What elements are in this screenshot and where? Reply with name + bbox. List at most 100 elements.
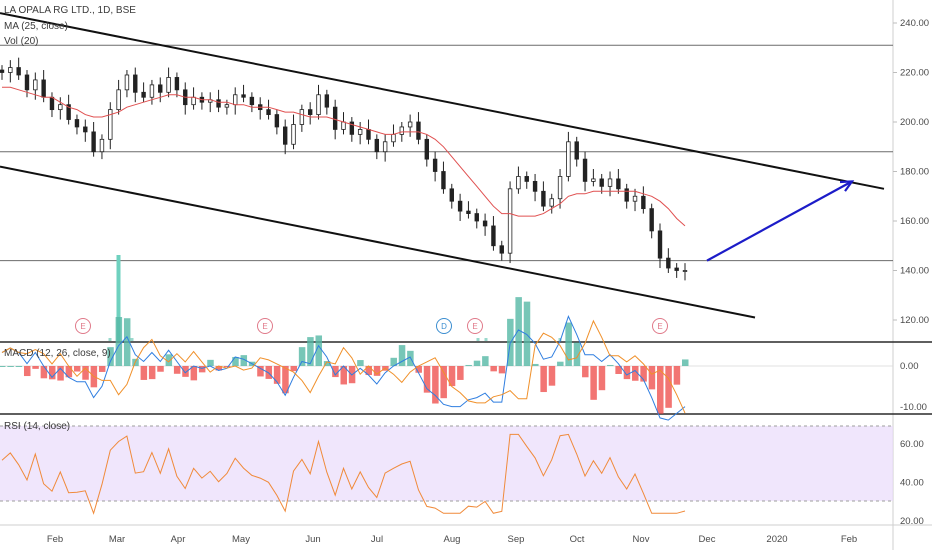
macd-hist-bar (0, 366, 6, 367)
macd-hist-bar (448, 366, 456, 387)
trendline-channel-lower[interactable] (0, 165, 756, 319)
macd-hist-bar (65, 366, 73, 378)
volume-bar (484, 338, 488, 341)
event-marker-label: E (472, 322, 477, 331)
macd-hist-bar (548, 366, 556, 386)
time-tick-label: Mar (109, 534, 125, 545)
candle-body (8, 67, 13, 73)
candle-body (657, 230, 663, 259)
candle-body (299, 109, 305, 125)
trendline-channel-upper[interactable] (0, 12, 885, 190)
candle-body (541, 190, 546, 207)
candle-body (83, 126, 88, 133)
candle-body (374, 138, 380, 153)
macd-hist-bar (7, 366, 14, 367)
price-tick-label: 180.00 (900, 167, 929, 178)
candle-body (149, 84, 155, 98)
candle-body (166, 77, 171, 93)
time-tick-label: Apr (171, 534, 186, 545)
candle-body (474, 213, 479, 222)
macd-hist-bar (32, 366, 39, 369)
macd-hist-bar (615, 366, 622, 374)
macd-hist-bar (640, 366, 647, 382)
macd-hist-bar (432, 366, 439, 404)
candle-body (574, 141, 579, 160)
candle-body (66, 104, 71, 120)
time-tick-label: Feb (47, 534, 63, 545)
macd-hist-bar (165, 354, 173, 366)
macd-hist-bar (473, 360, 481, 366)
time-tick-label: Feb (841, 534, 857, 545)
candle-body (224, 104, 230, 108)
candle-body (499, 245, 504, 254)
price-axis: 240.00 220.00 200.00 180.00 160.00 140.00 120.… (893, 18, 929, 326)
candle-body (507, 188, 513, 254)
candle-body (382, 141, 388, 153)
time-tick-label: Jul (371, 534, 383, 545)
macd-hist-bar (623, 366, 631, 380)
candle-body (591, 178, 596, 182)
candle-body (49, 96, 55, 111)
candle-body (116, 89, 121, 111)
macd-hist-bar (332, 366, 339, 378)
event-marker-label: E (262, 322, 267, 331)
candle-body (416, 121, 421, 140)
candle-body (332, 106, 338, 130)
macd-hist-bar (232, 356, 239, 366)
ma-legend[interactable]: MA (25, close) (4, 21, 68, 32)
event-marker[interactable] (652, 318, 668, 334)
candle-body (99, 138, 105, 153)
vol-legend[interactable]: Vol (20) (4, 36, 39, 47)
time-tick-label: Dec (699, 534, 716, 545)
candle-body (532, 180, 538, 192)
event-marker[interactable] (257, 318, 273, 334)
time-tick-label: May (232, 534, 250, 545)
volume-bar (116, 255, 121, 341)
macd-hist-bar (240, 355, 248, 366)
macd-hist-bar (673, 366, 681, 385)
candle-body (407, 121, 413, 128)
event-marker[interactable] (75, 318, 91, 334)
time-tick-label: Oct (570, 534, 585, 545)
candle-body (682, 270, 688, 272)
candle-body (449, 188, 454, 202)
candle-body (599, 178, 604, 187)
macd-hist-bar (57, 366, 64, 381)
arrow-shaft[interactable] (706, 180, 853, 262)
rsi-band (0, 426, 893, 501)
time-tick-label: Aug (444, 534, 461, 545)
macd-hist-bar (515, 297, 522, 366)
macd-hist-bar (648, 366, 656, 390)
macd-hist-bar (532, 363, 539, 366)
event-marker[interactable] (436, 318, 452, 334)
candle-body (158, 84, 163, 93)
macd-hist-bar (523, 301, 531, 366)
price-tick-label: 120.00 (900, 315, 929, 326)
rsi-legend[interactable]: RSI (14, close) (4, 421, 71, 432)
macd-legend[interactable]: MACD (12, 26, close, 9) (4, 348, 111, 359)
price-tick-label: 220.00 (900, 68, 929, 79)
candle-body (641, 195, 646, 210)
macd-hist-bar (323, 361, 331, 366)
macd-hist-bar (23, 366, 31, 377)
macd-hist-bar (273, 366, 281, 384)
rsi-tick-label: 60.00 (900, 439, 924, 450)
candle-body (316, 94, 321, 115)
arrow-head (839, 180, 855, 192)
time-tick-label: 2020 (766, 534, 787, 545)
macd-hist-bar (107, 347, 114, 366)
macd-hist-bar (298, 347, 306, 366)
event-marker[interactable] (467, 318, 483, 334)
candle-body (457, 200, 463, 212)
candle-body (16, 67, 21, 76)
event-marker-label: E (657, 322, 662, 331)
price-tick-label: 240.00 (900, 18, 929, 29)
candle-body (424, 138, 429, 160)
volume-bar (476, 338, 480, 341)
macd-hist-bar (440, 366, 447, 399)
macd-axis: 0.00 -10.00 (900, 361, 927, 413)
candle-body (607, 178, 613, 187)
candle-body (141, 91, 146, 98)
